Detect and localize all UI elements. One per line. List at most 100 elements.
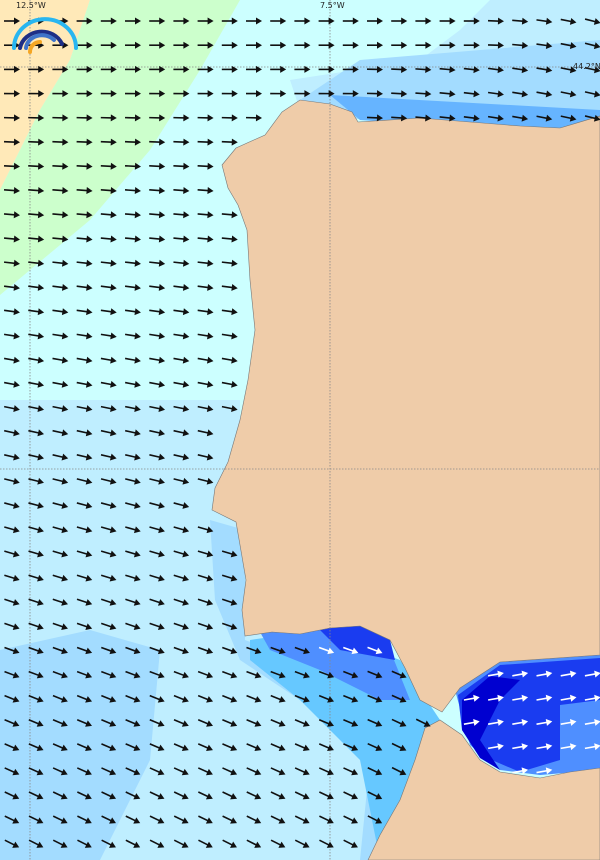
- direction-arrow-icon: [246, 743, 262, 752]
- direction-arrow-icon: [76, 283, 93, 291]
- direction-arrow-icon: [124, 259, 141, 267]
- direction-arrow-icon: [101, 670, 117, 679]
- direction-arrow-icon: [125, 743, 141, 752]
- direction-arrow-icon: [52, 259, 69, 267]
- direction-arrow-icon: [463, 17, 480, 25]
- direction-arrow-icon: [100, 17, 117, 25]
- direction-arrow-icon: [76, 526, 93, 534]
- lat-label: 44.2°N: [573, 62, 600, 71]
- direction-arrow-icon: [294, 17, 311, 25]
- direction-arrow-icon: [28, 719, 44, 727]
- direction-arrow-icon: [3, 332, 20, 340]
- direction-arrow-icon: [52, 791, 68, 800]
- direction-arrow-icon: [197, 332, 214, 340]
- direction-arrow-icon: [124, 187, 141, 195]
- direction-arrow-icon: [77, 839, 92, 848]
- direction-arrow-icon: [343, 791, 359, 800]
- direction-arrow-icon: [270, 694, 286, 703]
- direction-arrow-icon: [76, 65, 93, 73]
- direction-arrow-icon: [149, 574, 165, 582]
- direction-arrow-icon: [3, 114, 20, 122]
- direction-arrow-icon: [391, 114, 408, 122]
- direction-arrow-icon: [391, 766, 407, 776]
- direction-arrow-icon: [52, 380, 69, 388]
- direction-arrow-icon: [512, 66, 529, 74]
- direction-arrow-icon: [221, 622, 238, 630]
- direction-arrow-icon: [149, 138, 166, 146]
- direction-arrow-icon: [101, 767, 117, 776]
- direction-arrow-icon: [28, 162, 45, 170]
- direction-arrow-icon: [487, 41, 504, 49]
- direction-arrow-icon: [149, 502, 165, 509]
- direction-arrow-icon: [536, 694, 553, 702]
- direction-arrow-icon: [318, 90, 335, 98]
- direction-arrow-icon: [221, 356, 238, 364]
- direction-arrow-icon: [197, 90, 214, 98]
- direction-arrow-icon: [149, 211, 166, 219]
- direction-arrow-icon: [52, 477, 69, 485]
- direction-arrow-icon: [294, 791, 310, 800]
- direction-arrow-icon: [4, 550, 20, 558]
- direction-arrow-icon: [101, 646, 117, 655]
- direction-arrow-icon: [173, 453, 190, 461]
- direction-arrow-icon: [149, 526, 165, 534]
- direction-arrow-icon: [52, 235, 69, 243]
- direction-arrow-icon: [173, 41, 190, 49]
- direction-arrow-icon: [3, 380, 20, 388]
- direction-arrow-icon: [28, 574, 44, 582]
- direction-arrow-icon: [28, 646, 44, 655]
- direction-arrow-icon: [4, 622, 20, 630]
- direction-arrow-icon: [149, 791, 165, 800]
- direction-arrow-icon: [536, 743, 553, 751]
- direction-arrow-icon: [52, 405, 69, 413]
- direction-arrow-icon: [52, 65, 69, 73]
- direction-arrow-icon: [149, 41, 166, 49]
- direction-arrow-icon: [125, 574, 141, 582]
- direction-arrow-icon: [4, 65, 20, 73]
- direction-arrow-icon: [149, 550, 165, 558]
- direction-arrow-icon: [100, 114, 117, 122]
- direction-arrow-icon: [125, 550, 141, 558]
- direction-arrow-icon: [125, 598, 141, 606]
- direction-arrow-icon: [3, 90, 20, 98]
- direction-arrow-icon: [28, 670, 44, 679]
- direction-arrow-icon: [173, 574, 190, 582]
- direction-arrow-icon: [318, 41, 335, 49]
- direction-arrow-icon: [197, 767, 213, 776]
- direction-arrow-icon: [343, 743, 359, 752]
- direction-arrow-icon: [28, 767, 44, 776]
- direction-arrow-icon: [52, 138, 69, 146]
- direction-arrow-icon: [28, 259, 45, 267]
- direction-arrow-icon: [52, 308, 69, 316]
- direction-arrow-icon: [4, 574, 20, 582]
- direction-arrow-icon: [173, 646, 189, 655]
- direction-arrow-icon: [366, 114, 383, 122]
- direction-arrow-icon: [536, 90, 553, 98]
- direction-arrow-icon: [198, 839, 213, 848]
- direction-arrow-icon: [149, 90, 166, 98]
- direction-arrow-icon: [222, 719, 238, 727]
- direction-arrow-icon: [52, 815, 68, 824]
- direction-arrow-icon: [221, 211, 238, 219]
- direction-arrow-icon: [52, 694, 68, 703]
- direction-arrow-icon: [197, 622, 214, 630]
- direction-arrow-icon: [149, 815, 165, 824]
- direction-arrow-icon: [76, 187, 93, 195]
- direction-arrow-icon: [560, 719, 577, 726]
- direction-arrow-icon: [173, 308, 190, 316]
- logo-rainbow-arcs-icon: [12, 17, 78, 54]
- direction-arrow-icon: [173, 719, 189, 727]
- direction-arrow-icon: [3, 211, 20, 219]
- direction-arrow-icon: [76, 502, 93, 509]
- direction-arrow-icon: [173, 235, 190, 243]
- direction-arrow-icon: [439, 90, 456, 98]
- direction-arrow-icon: [173, 670, 189, 679]
- direction-arrow-icon: [149, 598, 165, 606]
- sea-zone-blue-north: [330, 95, 600, 135]
- direction-arrow-icon: [100, 477, 117, 485]
- direction-arrow-icon: [197, 235, 214, 243]
- direction-arrow-icon: [100, 235, 117, 243]
- direction-arrow-icon: [52, 767, 68, 776]
